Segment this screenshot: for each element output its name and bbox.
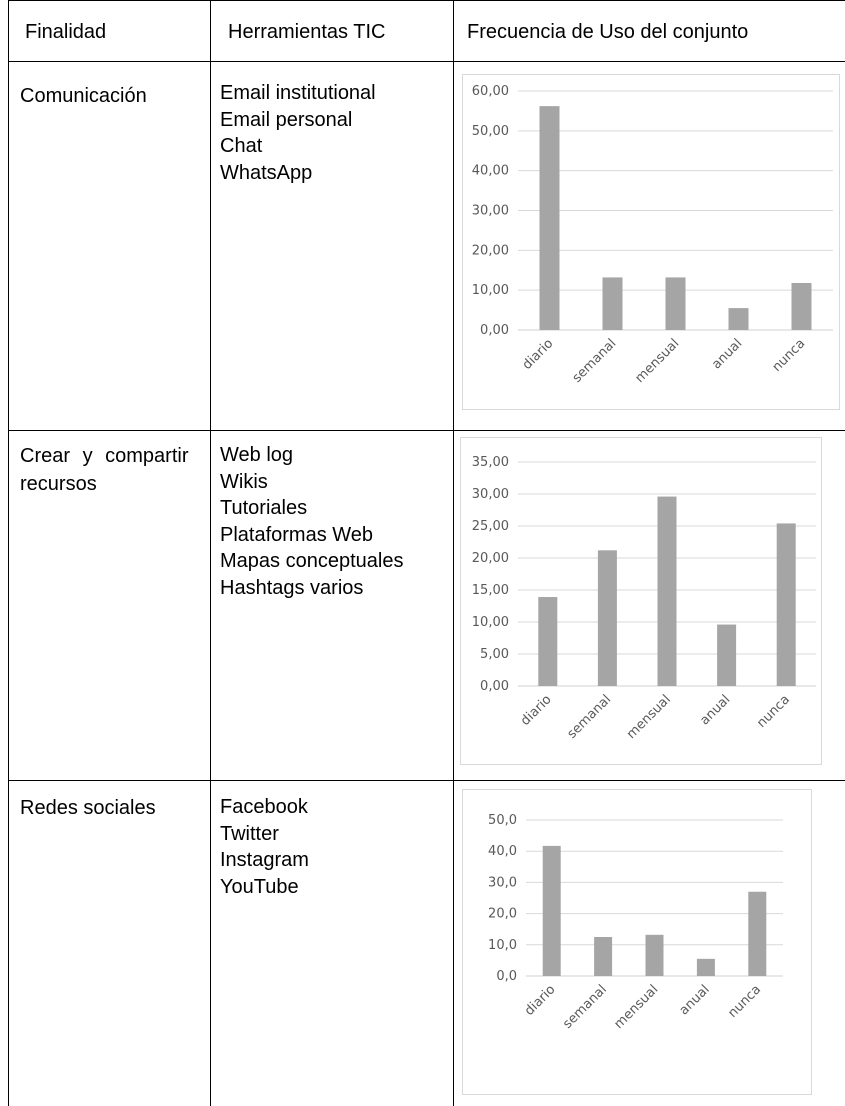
chart-redes-sociales: 0,0 10,0 20,0 30,0 40,0 50,0 diario semanal mens… — [462, 789, 812, 1095]
x-category-label: diario — [522, 982, 559, 1019]
tool-item: Email institutional — [220, 82, 376, 104]
row1-bottom-border — [8, 430, 845, 431]
bar-diario — [539, 106, 560, 331]
x-category-label: semanal — [565, 692, 615, 742]
tool-item: Instagram — [220, 849, 309, 871]
tool-item: Hashtags varios — [220, 576, 364, 599]
bar-diario — [542, 845, 561, 976]
bar-diario — [538, 597, 558, 686]
y-tick-label: 60,00 — [472, 84, 509, 99]
bar-anual — [717, 624, 737, 686]
tool-item: YouTube — [220, 875, 299, 898]
y-tick-label: 10,00 — [472, 283, 509, 298]
chart-crear-compartir: 0,00 5,00 10,00 15,00 20,00 25,00 30,00 35,00 di… — [460, 437, 822, 765]
header-frecuencia: Frecuencia de Uso del conjunto — [467, 21, 749, 43]
y-tick-label: 15,00 — [472, 583, 509, 598]
tool-item: WhatsApp — [220, 161, 313, 184]
y-tick-label: 20,00 — [472, 551, 509, 566]
header-herramientas: Herramientas TIC — [228, 21, 386, 43]
chart-comunicacion: 0,00 10,00 20,00 30,00 40,00 50,00 60,00 diario… — [462, 74, 840, 410]
x-category-label: diario — [518, 692, 555, 729]
x-category-label: anual — [709, 336, 745, 372]
tool-item: Facebook — [220, 796, 308, 818]
header-bottom-border — [8, 61, 845, 62]
tool-item: Tutoriales — [220, 497, 308, 519]
bar-mensual — [645, 934, 664, 976]
bar-nunca — [776, 523, 796, 686]
col3-left-border — [453, 0, 454, 1106]
row3-tools-list: Facebook Twitter Instagram YouTube — [220, 794, 309, 900]
bar-anual — [696, 958, 715, 976]
row3-purpose: Redes sociales — [20, 797, 156, 819]
header-finalidad: Finalidad — [25, 21, 107, 43]
x-category-label: semanal — [560, 982, 610, 1032]
y-tick-label: 10,00 — [472, 615, 509, 630]
chart-svg: 0,00 10,00 20,00 30,00 40,00 50,00 60,00 diario… — [472, 84, 833, 386]
y-tick-label: 50,00 — [472, 124, 509, 139]
x-category-label: anual — [677, 982, 713, 1018]
y-tick-label: 20,00 — [472, 243, 509, 258]
tool-item: Plataformas Web — [220, 523, 374, 546]
row2-tools-list: Web log Wikis Tutoriales Plataformas Web… — [220, 442, 403, 601]
y-tick-label: 0,00 — [480, 323, 509, 338]
y-tick-label: 5,00 — [480, 647, 509, 662]
row1-purpose: Comunicación — [20, 85, 147, 107]
x-category-label: diario — [520, 336, 557, 373]
x-category-label: mensual — [624, 692, 674, 742]
y-tick-label: 20,0 — [488, 907, 517, 922]
y-tick-label: 50,0 — [488, 813, 517, 828]
x-category-label: nunca — [770, 336, 809, 375]
y-tick-label: 40,00 — [472, 164, 509, 179]
tool-item: Web log — [220, 444, 294, 466]
bar-semanal — [597, 550, 617, 686]
table-top-border — [8, 0, 845, 1]
y-tick-label: 30,00 — [472, 487, 509, 502]
bar-mensual — [665, 277, 686, 330]
chart-svg: 0,00 5,00 10,00 15,00 20,00 25,00 30,00 35,00 di… — [472, 455, 816, 742]
bar-mensual — [657, 496, 677, 686]
chart-svg: 0,0 10,0 20,0 30,0 40,0 50,0 diario semanal mens… — [488, 813, 783, 1032]
tool-item: Twitter — [220, 822, 279, 845]
y-tick-label: 0,0 — [496, 969, 517, 984]
y-tick-label: 30,0 — [488, 875, 517, 890]
tool-item: Wikis — [220, 470, 268, 493]
x-category-label: nunca — [725, 982, 764, 1021]
bar-nunca — [748, 891, 767, 976]
y-tick-label: 25,00 — [472, 519, 509, 534]
col2-left-border — [210, 0, 211, 1106]
row1-tools-list: Email institutional Email personal Chat … — [220, 80, 376, 186]
x-category-label: anual — [697, 692, 733, 728]
y-tick-label: 10,0 — [488, 938, 517, 953]
bar-anual — [728, 308, 749, 330]
x-category-label: nunca — [754, 692, 793, 731]
y-tick-label: 40,0 — [488, 844, 517, 859]
x-category-label: semanal — [570, 336, 620, 386]
row2-purpose-line2: recursos — [20, 473, 97, 495]
bar-semanal — [602, 277, 623, 330]
bar-nunca — [791, 282, 812, 330]
row2-bottom-border — [8, 780, 845, 781]
tool-item: Email personal — [220, 108, 353, 131]
x-category-label: mensual — [632, 336, 682, 386]
table-left-border — [8, 0, 9, 1106]
y-tick-label: 0,00 — [480, 679, 509, 694]
y-tick-label: 30,00 — [472, 204, 509, 219]
y-tick-label: 35,00 — [472, 455, 509, 470]
x-category-label: mensual — [611, 982, 661, 1032]
bar-semanal — [594, 937, 613, 976]
row2-purpose-line1: Crear y compartir — [20, 445, 189, 467]
tool-item: Chat — [220, 135, 263, 157]
tool-item: Mapas conceptuales — [220, 550, 404, 572]
